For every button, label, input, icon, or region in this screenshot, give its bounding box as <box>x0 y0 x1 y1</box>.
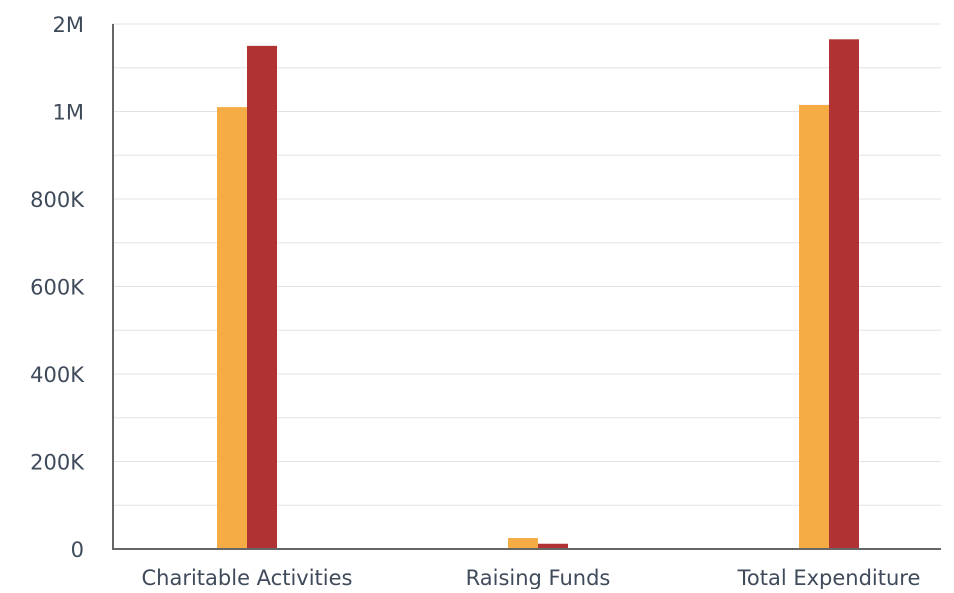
x-tick-label: Charitable Activities <box>142 566 353 589</box>
y-tick-labels: 0 200K 400K 600K 800K 1M 2M <box>30 13 85 562</box>
y-tick-label: 200K <box>30 451 85 475</box>
x-tick-labels: Charitable Activities Raising Funds Total … <box>142 566 921 590</box>
y-tick-label: 2M <box>53 13 84 37</box>
y-tick-label: 800K <box>30 188 85 212</box>
bar-total-expenditure-series-1 <box>799 104 829 549</box>
bar-charitable-activities-series-1 <box>217 107 247 549</box>
bar-raising-funds-series-1 <box>508 538 538 549</box>
y-tick-label: 600K <box>30 276 85 300</box>
x-tick-label: Total Expenditure <box>737 566 921 589</box>
axes <box>112 24 941 550</box>
y-tick-label: 400K <box>30 363 85 387</box>
y-tick-label: 1M <box>53 101 84 125</box>
bar-total-expenditure-series-2 <box>829 39 859 549</box>
x-tick-label: Raising Funds <box>466 566 611 589</box>
bar-raising-funds-series-2 <box>538 543 568 549</box>
bars <box>217 39 859 549</box>
y-tick-label: 0 <box>71 538 84 562</box>
bar-charitable-activities-series-2 <box>247 45 277 549</box>
